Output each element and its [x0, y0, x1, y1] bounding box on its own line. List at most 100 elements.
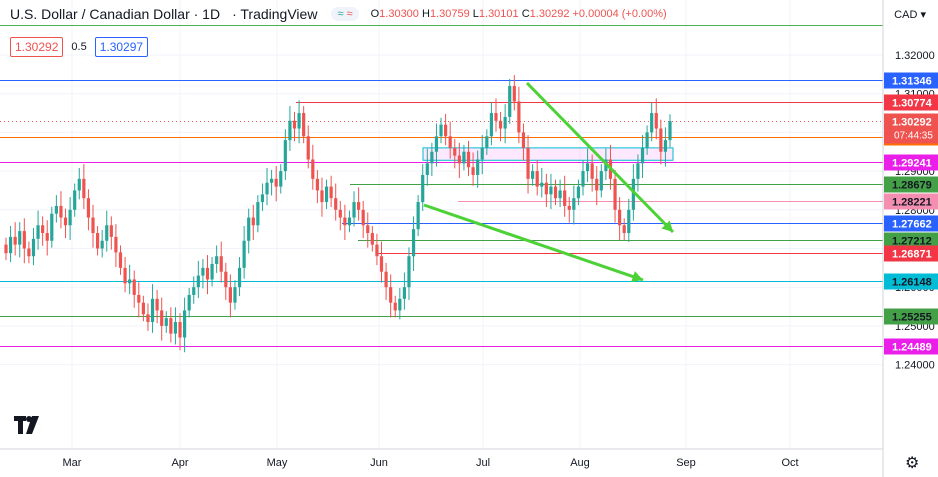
candle-body: [233, 287, 237, 303]
candle-body: [599, 171, 603, 191]
candle-body: [311, 159, 315, 179]
candle-body: [146, 314, 150, 323]
candle-body: [521, 132, 526, 148]
x-tick-label: Sep: [676, 457, 696, 469]
level-tag: [884, 94, 938, 111]
candle-body: [508, 85, 512, 117]
candle-body: [640, 147, 645, 164]
candle-body: [471, 167, 475, 175]
candle-body: [128, 279, 132, 284]
candle-body: [425, 163, 429, 175]
quote-panel: 1.30292 0.5 1.30297: [10, 36, 149, 58]
symbol-title[interactable]: U.S. Dollar / Canadian Dollar · 1D: [10, 6, 221, 22]
currency-label: CAD: [894, 9, 918, 21]
brand-label: · TradingView: [232, 6, 318, 22]
candle-body: [659, 128, 663, 152]
candle-body: [196, 275, 200, 288]
last-price-tag: [884, 113, 938, 144]
candle-body: [343, 217, 347, 226]
trend-arrow-head: [631, 271, 643, 283]
level-tag-label: 1.30774: [892, 98, 933, 110]
status-left-icon: ≈: [337, 8, 344, 20]
candles: [4, 75, 672, 353]
candle-body: [224, 271, 228, 288]
level-tag-label: 1.28221: [892, 197, 932, 209]
open-value: 1.30300: [379, 8, 419, 20]
candle-body: [379, 256, 384, 272]
candle-body: [531, 171, 535, 179]
candle-body: [494, 113, 498, 121]
candle-body: [205, 267, 210, 280]
candle-body: [215, 256, 219, 264]
candle-body: [668, 121, 672, 141]
buy-button[interactable]: 1.30297: [94, 37, 149, 57]
x-tick-label: May: [267, 457, 288, 469]
spread-value: 0.5: [71, 41, 87, 53]
candle-body: [622, 225, 626, 234]
candle-body: [155, 298, 159, 311]
candle-body: [50, 213, 54, 241]
candle-body: [22, 231, 26, 249]
candle-body: [210, 263, 214, 280]
open-label: O: [370, 8, 380, 20]
level-tag-label: 1.26871: [892, 249, 932, 261]
candle-body: [279, 171, 283, 187]
level-tag: [884, 176, 938, 193]
candle-body: [613, 178, 617, 210]
level-tag: [884, 308, 938, 325]
level-tag-label: 1.26148: [892, 277, 932, 289]
candle-body: [219, 256, 223, 272]
candle-body: [563, 190, 567, 206]
candle-body: [366, 225, 370, 234]
candle-body: [462, 151, 466, 164]
candle-body: [595, 178, 599, 191]
level-tag: [884, 273, 938, 290]
candle-body: [178, 322, 182, 338]
price-tags: 1.313461.307741.298841.292411.286791.282…: [884, 72, 938, 355]
candle-body: [393, 302, 397, 311]
candle-body: [123, 267, 127, 284]
candle-body: [8, 236, 13, 254]
candle-body: [256, 202, 260, 226]
candle-body: [347, 217, 352, 226]
level-tag-label: 1.29241: [892, 158, 932, 170]
candle-body: [631, 178, 635, 210]
low-value: 1.30101: [478, 8, 519, 20]
candle-body: [82, 178, 86, 199]
candle-body: [485, 136, 489, 148]
candle-body: [375, 244, 379, 257]
market-status-pill[interactable]: ≈ ≈: [331, 7, 359, 21]
candle-body: [512, 85, 516, 102]
candle-body: [187, 294, 191, 311]
candle-body: [13, 236, 17, 245]
candle-body: [636, 163, 640, 179]
candle-body: [489, 113, 494, 137]
candle-body: [448, 136, 452, 148]
candle-body: [503, 116, 507, 129]
candle-body: [4, 244, 8, 254]
tradingview-logo-icon[interactable]: [14, 414, 44, 436]
candle-body: [150, 298, 155, 323]
candle-body: [444, 124, 448, 137]
status-right-icon: ≈: [346, 8, 353, 20]
candle-body: [27, 248, 31, 257]
candle-body: [517, 101, 521, 133]
level-tag-label: 1.24489: [892, 342, 932, 354]
candle-body: [54, 205, 58, 214]
candle-body: [430, 151, 434, 164]
x-tick-label: Aug: [570, 457, 590, 469]
candle-body: [434, 136, 439, 152]
candle-body: [457, 155, 461, 164]
candle-body: [118, 252, 123, 268]
candle-body: [421, 174, 425, 203]
close-label: C: [521, 8, 530, 20]
candle-body: [315, 178, 319, 191]
sell-button[interactable]: 1.30292: [10, 37, 64, 57]
candle-body: [297, 113, 301, 129]
candle-body: [572, 198, 576, 210]
candle-body: [650, 113, 654, 133]
gear-icon[interactable]: ⚙: [905, 455, 920, 472]
candle-body: [549, 186, 553, 195]
currency-selector[interactable]: CAD ▾: [894, 8, 926, 21]
